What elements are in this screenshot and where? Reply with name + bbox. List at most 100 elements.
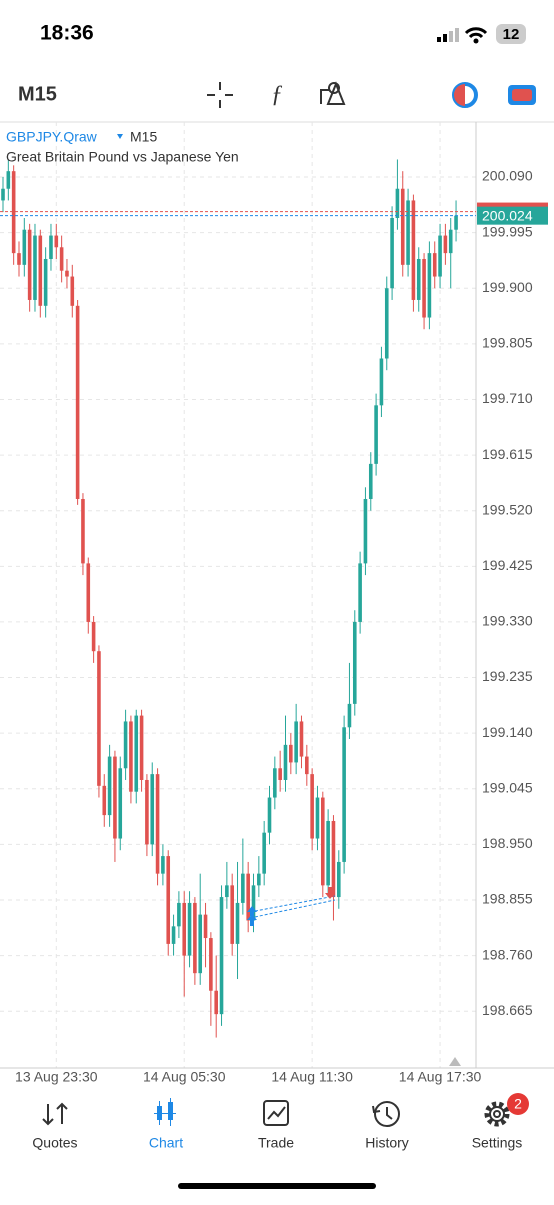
candle-body (129, 721, 133, 792)
candle-body (448, 229, 453, 254)
battery (496, 24, 526, 44)
price-tick-label: 199.615 (482, 446, 533, 462)
candle-body (246, 873, 250, 921)
candle-body (177, 902, 181, 927)
status-time: 18:36 (40, 22, 94, 45)
objects-icon[interactable] (320, 81, 346, 105)
price-tick-label: 199.805 (482, 335, 533, 351)
quotes-icon (42, 1102, 68, 1126)
candle-body (347, 703, 352, 728)
candle-body (107, 756, 112, 816)
candle-body (400, 188, 405, 265)
tab-label[interactable]: Chart (149, 1135, 183, 1151)
candle-body (326, 820, 330, 886)
candle-body (294, 721, 298, 763)
time-tick-label: 14 Aug 17:30 (399, 1069, 482, 1085)
candle-body (187, 902, 192, 956)
badge (507, 1093, 529, 1115)
price-tick-label: 199.520 (482, 501, 533, 517)
tab-label[interactable]: Quotes (32, 1135, 77, 1151)
candle-body (81, 498, 85, 564)
candle-body (65, 270, 69, 277)
battery-level: 12 (503, 26, 520, 43)
candle-body (161, 856, 165, 874)
tab-label[interactable]: History (365, 1135, 409, 1151)
price-tick-label: 199.995 (482, 223, 533, 239)
candle-body (70, 276, 75, 306)
settings-icon (484, 1101, 510, 1127)
signal (437, 28, 459, 42)
candle-body (283, 744, 288, 780)
candle-body (91, 621, 96, 652)
candle-body (342, 727, 346, 862)
price-tick-label: 199.425 (482, 557, 533, 573)
candle-body (363, 498, 368, 564)
time-tick-label: 14 Aug 11:30 (271, 1069, 353, 1085)
candle-body (113, 756, 117, 839)
candle-body (219, 897, 224, 1015)
crosshair-icon[interactable] (207, 82, 233, 108)
candle-body (454, 215, 458, 230)
bid-label: 200.024 (482, 207, 533, 223)
candle-body (43, 258, 48, 306)
price-tick-label: 198.665 (482, 1002, 533, 1018)
candle-body (336, 861, 341, 898)
price-tick-label: 200.090 (482, 168, 533, 184)
candle-body (11, 171, 16, 254)
candle-body (145, 779, 149, 845)
account-icon-half (454, 84, 465, 106)
trade-icon-inner (512, 89, 532, 101)
candle-body (395, 188, 400, 219)
price-tick-label: 199.045 (482, 779, 533, 795)
candle-body (411, 200, 416, 300)
candle-body (427, 253, 432, 318)
timeframe-button[interactable]: M15 (18, 83, 57, 105)
candle-body (198, 914, 203, 974)
symbol[interactable]: GBPJPY.Qraw (6, 129, 98, 145)
candle-body (235, 902, 240, 944)
candle-body (368, 463, 373, 499)
candle-body (225, 885, 229, 898)
time-tick-label: 14 Aug 05:30 (143, 1069, 226, 1085)
candle-body (416, 258, 421, 300)
candle-body (262, 832, 266, 874)
candle-body (406, 200, 410, 265)
candle-body (59, 247, 64, 271)
candle-body (321, 797, 325, 886)
candle-body (443, 235, 448, 254)
chart-shift[interactable] (449, 1057, 461, 1066)
candle-body (422, 258, 426, 318)
candle-body (102, 785, 107, 816)
badge-count: 2 (514, 1096, 522, 1112)
symbol-description: Great Britain Pound vs Japanese Yen (6, 149, 239, 165)
price-tick-label: 198.855 (482, 891, 533, 907)
candle-body (86, 563, 91, 622)
candle-body (310, 774, 314, 839)
price-tick-label: 198.950 (482, 835, 533, 851)
symbol-dropdown[interactable] (117, 134, 123, 139)
wifi-dot (473, 38, 479, 44)
price-tick-label: 199.710 (482, 390, 533, 406)
chart-timeframe: M15 (130, 129, 157, 145)
tab-bar: 2 (42, 1093, 529, 1127)
candle-body (251, 885, 256, 921)
candle-body (331, 820, 336, 898)
wifi (464, 27, 488, 39)
candle-body (438, 235, 442, 277)
candle-body (22, 229, 27, 265)
candle-body (150, 774, 155, 845)
indicators-icon[interactable]: ƒ (271, 82, 283, 108)
candle-body (139, 715, 144, 780)
candle-body (75, 305, 80, 499)
tab-label[interactable]: Trade (258, 1135, 294, 1151)
plot (0, 122, 476, 1068)
candle-body (193, 902, 197, 974)
time-tick-label: 13 Aug 23:30 (15, 1069, 98, 1085)
candle-body (352, 621, 357, 704)
candle-body (267, 797, 272, 833)
price-tick-label: 199.900 (482, 279, 533, 295)
candle-body (182, 902, 187, 956)
tab-label[interactable]: Settings (472, 1135, 523, 1151)
